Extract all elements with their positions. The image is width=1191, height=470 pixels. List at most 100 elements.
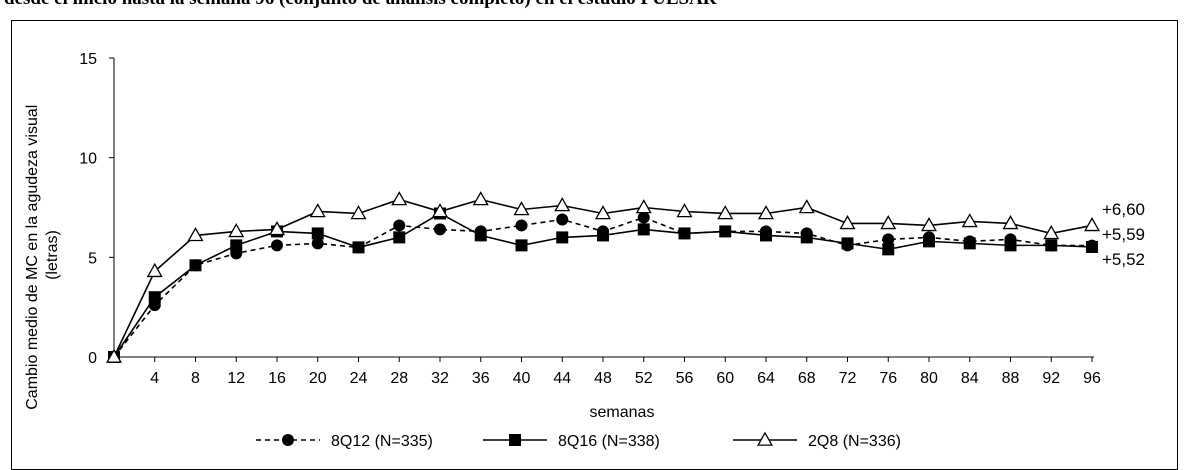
end-value-label: +6,60 [1102, 200, 1145, 219]
x-tick-label: 64 [757, 370, 775, 387]
data-point [393, 231, 406, 244]
series-triangle [105, 191, 1101, 363]
data-point [635, 199, 652, 214]
legend-marker [282, 434, 294, 446]
data-point [554, 197, 571, 212]
data-point [393, 219, 406, 232]
data-point [309, 203, 326, 218]
x-tick-label: 36 [472, 370, 490, 387]
data-point [474, 225, 487, 238]
data-point [757, 205, 775, 220]
x-tick-label: 60 [716, 370, 734, 387]
legend: 8Q12 (N=335) 8Q16 (N=338) 2Q8 (N=336) [256, 431, 901, 450]
x-axis-label: semanas [590, 404, 655, 421]
data-point [189, 259, 202, 272]
data-point [594, 205, 612, 220]
data-point [839, 215, 856, 230]
x-tick-label: 76 [879, 370, 897, 387]
data-point [431, 203, 449, 218]
x-tick-label: 44 [553, 370, 571, 387]
end-value-label: +5,52 [1102, 250, 1145, 269]
data-point [515, 239, 528, 252]
data-point [311, 227, 324, 240]
data-point [1086, 239, 1098, 252]
end-value-label: +5,59 [1102, 225, 1145, 244]
data-point [230, 247, 243, 260]
y-tick-label: 10 [79, 151, 97, 168]
legend-marker [509, 434, 521, 446]
data-point [1083, 217, 1101, 232]
x-tick-label: 96 [1083, 370, 1101, 387]
data-point [597, 225, 609, 238]
x-tick-label: 92 [1042, 370, 1060, 387]
data-point [880, 215, 897, 230]
x-tick-label: 12 [227, 370, 245, 387]
data-point [678, 227, 691, 240]
data-point [391, 191, 408, 206]
x-tick-label: 32 [431, 370, 449, 387]
figure-caption: desde el inicio hasta la semana 96 (conj… [4, 0, 1184, 10]
data-point [882, 233, 895, 246]
data-point [271, 239, 283, 252]
data-point [923, 231, 935, 244]
data-point [515, 219, 528, 232]
x-tick-label: 52 [635, 370, 653, 387]
data-point [1043, 225, 1060, 240]
data-point [268, 221, 286, 236]
data-point [717, 205, 734, 220]
data-point [1004, 233, 1017, 246]
data-point [800, 227, 813, 240]
data-point [350, 205, 367, 220]
x-tick-label: 68 [798, 370, 816, 387]
data-point [1045, 239, 1058, 252]
series-line [113, 198, 1093, 358]
x-tick-label: 40 [513, 370, 531, 387]
data-point [434, 223, 446, 236]
data-point [882, 243, 895, 256]
data-point [961, 213, 978, 228]
legend-label: 8Q16 (N=338) [558, 433, 660, 450]
x-tick-label: 16 [268, 370, 286, 387]
data-point [228, 223, 245, 238]
end-labels: +6,60 +5,59 +5,52 [1102, 200, 1145, 269]
data-point [311, 237, 324, 250]
x-tick-label: 84 [961, 370, 979, 387]
data-point [148, 299, 161, 312]
data-point [760, 225, 772, 238]
data-point [719, 225, 732, 238]
x-tick-label: 8 [191, 370, 200, 387]
legend-label: 2Q8 (N=336) [808, 433, 901, 450]
y-tick-label: 15 [79, 51, 97, 68]
data-point [472, 191, 489, 206]
x-tick-label: 88 [1002, 370, 1020, 387]
data-point [676, 203, 693, 218]
data-point [556, 213, 569, 226]
data-point [963, 235, 976, 248]
series-layer [105, 191, 1101, 363]
data-point [841, 239, 854, 252]
legend-marker [756, 431, 774, 446]
data-point [105, 348, 123, 363]
data-point [352, 241, 365, 254]
y-tick-label: 5 [88, 250, 97, 267]
data-point [637, 211, 650, 224]
x-tick-label: 24 [350, 370, 368, 387]
series-circle [108, 211, 1098, 363]
x-tick-label: 4 [150, 370, 159, 387]
data-point [513, 201, 530, 216]
y-tick-label: 0 [88, 350, 97, 367]
x-tick-label: 48 [594, 370, 612, 387]
x-tick-label: 56 [676, 370, 694, 387]
data-point [798, 199, 815, 214]
data-point [187, 227, 204, 242]
data-point [920, 217, 938, 232]
y-axis-label: Cambio medio de MC en la agudeza visual … [24, 100, 61, 410]
legend-item: 2Q8 (N=336) [733, 431, 901, 450]
data-point [556, 231, 569, 244]
data-point [146, 262, 163, 278]
x-tick-label: 72 [839, 370, 857, 387]
legend-item: 8Q12 (N=335) [256, 433, 433, 450]
legend-item: 8Q16 (N=338) [483, 433, 660, 450]
